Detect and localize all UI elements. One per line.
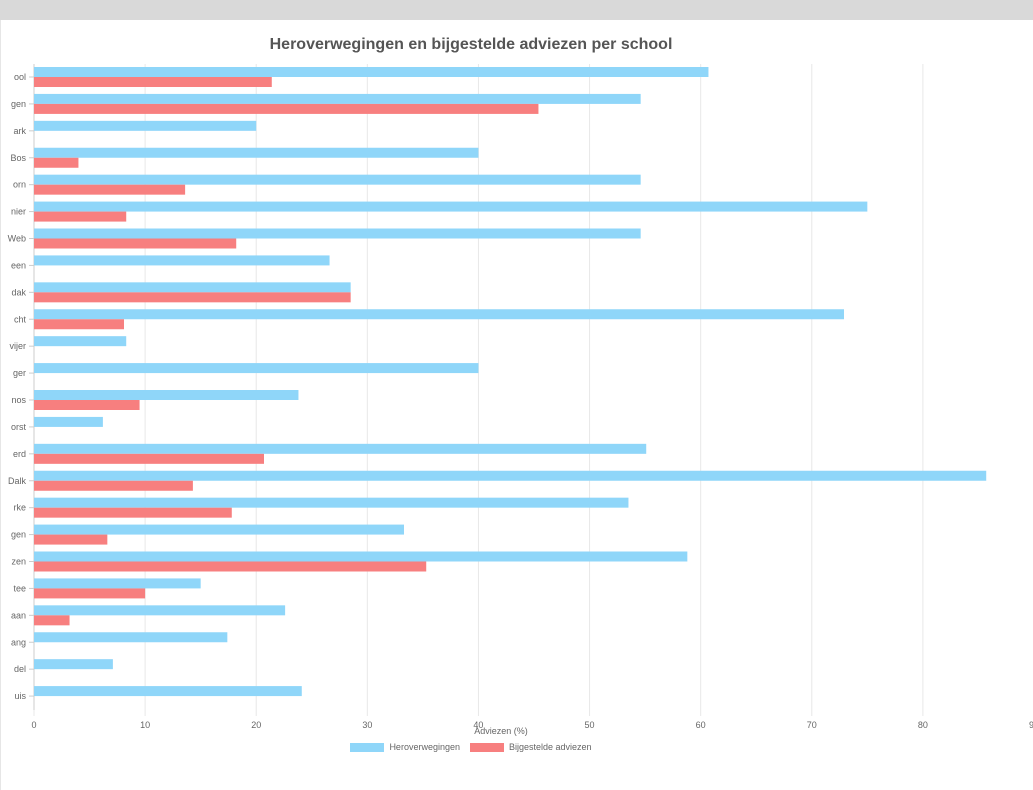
x-tick-label: 80 [918,720,928,730]
y-tick-label: dak [11,287,26,297]
y-tick-label: Bos [10,153,26,163]
bar-bijgestelde-adviezen [34,103,539,114]
bar-heroverwegingen [34,228,641,239]
bar-heroverwegingen [34,659,113,670]
y-tick-label: nos [11,395,26,405]
y-tick-label: gen [11,530,26,540]
legend-swatch-series-0 [350,742,385,752]
legend-label-series-1: Bijgestelde adviezen [508,742,592,752]
bar-heroverwegingen [34,201,868,212]
y-tick-label: uis [14,691,26,701]
bar-heroverwegingen [34,390,299,400]
bar-heroverwegingen [34,632,228,643]
x-tick-label: 10 [140,720,150,730]
y-tick-label: vijer [9,341,26,351]
bar-heroverwegingen [34,309,844,320]
bar-heroverwegingen [34,524,404,535]
bar-heroverwegingen [34,497,629,508]
y-tick-label: orn [13,180,26,190]
y-tick-label: rke [13,503,26,513]
bar-bijgestelde-adviezen [34,534,108,545]
y-tick-label: cht [14,314,27,324]
y-tick-label: tee [13,583,26,593]
bar-heroverwegingen [34,255,330,266]
bar-bijgestelde-adviezen [34,588,146,599]
x-tick-label: 50 [585,720,595,730]
bar-bijgestelde-adviezen [34,211,127,222]
chart-panel: Heroverwegingen en bijgestelde adviezen … [0,20,1033,790]
x-tick-label: 9 [1029,720,1033,730]
bar-bijgestelde-adviezen [34,400,140,410]
x-tick-label: 20 [251,720,261,730]
bar-bijgestelde-adviezen [34,77,272,87]
bar-heroverwegingen [34,605,286,616]
y-tick-label: ool [14,72,26,82]
y-tick-label: orst [11,422,27,432]
y-tick-label: zen [11,557,26,567]
bar-heroverwegingen [34,470,987,481]
bar-heroverwegingen [34,686,302,697]
bar-bijgestelde-adviezen [34,507,232,518]
bar-heroverwegingen [34,336,127,347]
bar-bijgestelde-adviezen [34,292,351,303]
bar-heroverwegingen [34,416,103,427]
y-tick-label: erd [13,449,26,459]
bar-heroverwegingen [34,282,351,293]
chart-title: Heroverwegingen en bijgestelde adviezen … [269,36,673,53]
bar-heroverwegingen [34,174,641,185]
y-tick-label: ger [13,368,26,378]
x-tick-label: 60 [696,720,706,730]
bar-bijgestelde-adviezen [34,561,427,572]
bar-bijgestelde-adviezen [34,238,237,249]
y-tick-label: ang [11,637,26,647]
legend-item-series-1[interactable]: Bijgestelde adviezen [469,742,592,752]
bar-heroverwegingen [34,120,257,131]
bar-bijgestelde-adviezen [34,453,264,464]
y-tick-label: Web [8,234,26,244]
bar-heroverwegingen [34,551,688,562]
bar-bijgestelde-adviezen [34,184,186,195]
legend-item-series-0[interactable]: Heroverwegingen [350,742,460,752]
y-tick-label: Dalk [8,476,27,486]
y-tick-label: aan [11,610,26,620]
bar-heroverwegingen [34,578,201,589]
y-tick-label: ark [13,126,26,136]
y-tick-label: del [14,664,26,674]
y-tick-label: nier [11,207,26,217]
bar-bijgestelde-adviezen [34,319,124,330]
bar-heroverwegingen [34,67,709,77]
bar-bijgestelde-adviezen [34,157,79,168]
bar-heroverwegingen [34,147,479,158]
x-tick-label: 0 [31,720,36,730]
chart-legend: Heroverwegingen Bijgestelde adviezen [1,742,941,752]
bar-chart: 0 10 20 30 40 50 60 70 80 9 ool gen ark Bos orn nier Web… [8,64,1033,730]
bar-bijgestelde-adviezen [34,615,70,626]
bar-heroverwegingen [34,93,641,104]
x-tick-label: 70 [807,720,817,730]
bar-bijgestelde-adviezen [34,480,193,491]
bar-heroverwegingen [34,363,479,374]
legend-label-series-0: Heroverwegingen [389,742,460,752]
bar-heroverwegingen [34,443,647,454]
x-axis-label: Adviezen (%) [474,726,528,736]
x-tick-label: 30 [362,720,372,730]
x-tick-label: 40 [473,720,483,730]
legend-swatch-series-1 [469,742,504,752]
y-tick-label: een [11,260,26,270]
y-tick-label: gen [11,99,26,109]
